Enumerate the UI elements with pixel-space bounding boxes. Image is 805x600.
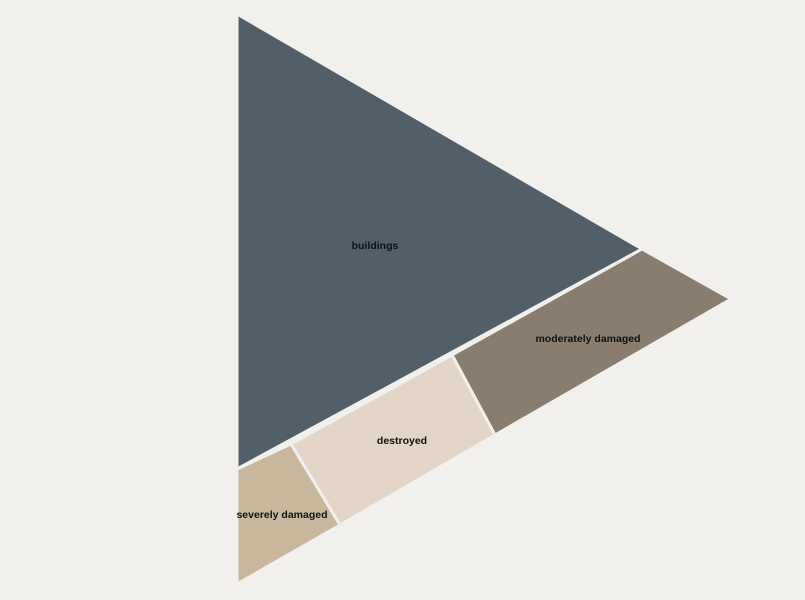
segment-severely-damaged[interactable] (235, 442, 343, 587)
segment-buildings[interactable] (235, 11, 646, 472)
segments-group (235, 11, 735, 587)
label-moderately-damaged: moderately damaged (535, 333, 640, 345)
labels-group: buildings moderately damaged destroyed s… (236, 240, 640, 521)
label-buildings: buildings (352, 240, 399, 252)
label-destroyed: destroyed (377, 435, 427, 447)
label-severely-damaged: severely damaged (236, 509, 327, 521)
